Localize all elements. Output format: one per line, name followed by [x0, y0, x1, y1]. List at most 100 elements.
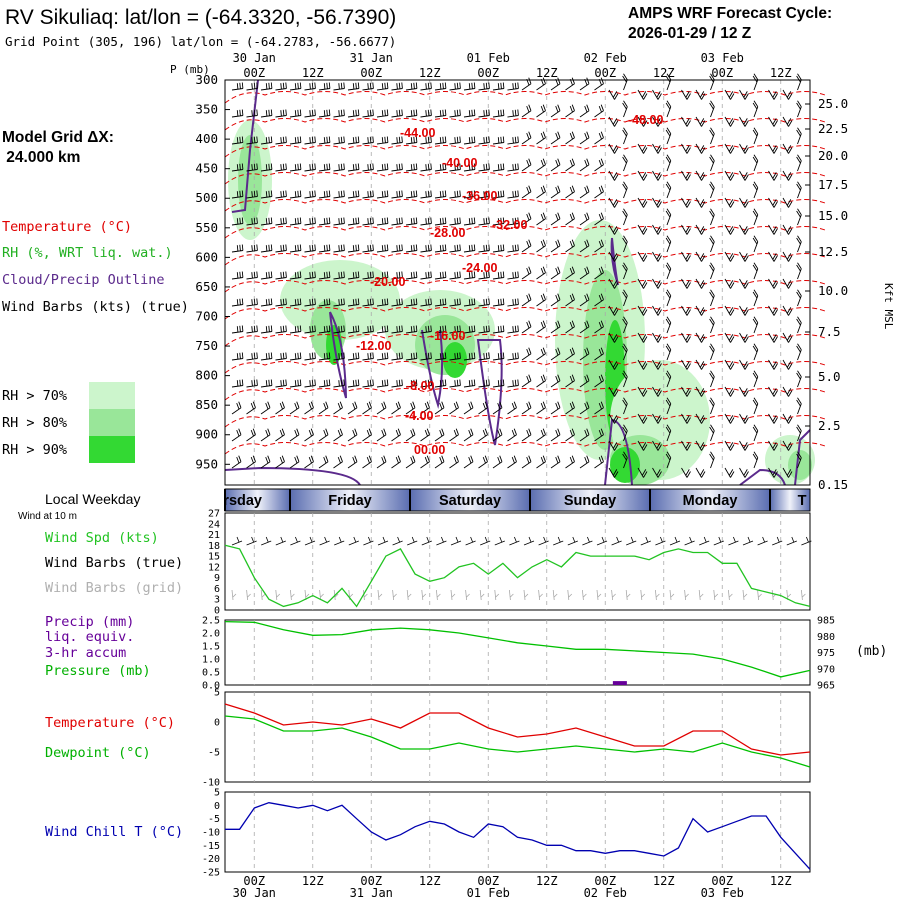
upper-wind-barb [565, 104, 575, 118]
upper-wind-barb [318, 401, 329, 415]
upper-wind-barb [376, 352, 389, 361]
upper-wind-barb [594, 185, 604, 199]
upper-wind-barb [681, 467, 691, 478]
upper-wind-barb [536, 239, 546, 253]
surface-wind-barb [772, 536, 783, 546]
upper-wind-barb [231, 379, 244, 388]
upper-wind-barb [695, 89, 706, 100]
upper-wind-barb [594, 212, 604, 226]
upper-wind-barb [492, 271, 505, 280]
temperature-contour [224, 145, 826, 158]
grid-wind-barb [640, 589, 646, 601]
upper-wind-barb [463, 244, 476, 253]
grid-wind-barb [421, 589, 427, 601]
pressure-tick: 900 [195, 427, 218, 442]
upper-wind-barb [492, 455, 503, 469]
upper-wind-barb [622, 424, 628, 442]
upper-wind-barb [695, 305, 706, 316]
upper-wind-barb [681, 278, 691, 289]
upper-wind-barb [231, 136, 244, 145]
upper-wind-barb [405, 109, 418, 118]
upper-wind-barb [709, 235, 715, 253]
upper-wind-barb [289, 109, 302, 118]
upper-wind-barb [231, 298, 244, 307]
upper-wind-barb [362, 379, 374, 388]
pressure-tick: 500 [195, 190, 218, 205]
upper-wind-barb [246, 136, 258, 145]
grid-wind-barb [611, 589, 616, 601]
upper-wind-barb [695, 278, 706, 289]
upper-wind-barb [333, 352, 345, 361]
temperature-contour [224, 253, 826, 266]
pressure-tick: 985 [817, 616, 835, 627]
upper-wind-barb [579, 185, 590, 199]
upper-wind-barb [260, 455, 271, 469]
upper-wind-barb [405, 271, 418, 280]
upper-wind-barb [376, 401, 387, 415]
upper-wind-barb [652, 143, 662, 154]
upper-wind-barb [391, 136, 403, 145]
upper-wind-barb [695, 359, 706, 370]
cloud-outline [421, 329, 444, 409]
upper-wind-barb [231, 428, 242, 442]
surface-wind-barb [231, 536, 243, 546]
surface-wind-barb [421, 536, 432, 546]
temperature-contour [224, 388, 826, 401]
upper-wind-barb [594, 266, 604, 280]
upper-wind-barb [608, 332, 619, 343]
upper-wind-barb [391, 352, 403, 361]
upper-wind-barb [246, 455, 256, 469]
upper-wind-barb [376, 109, 389, 118]
temperature-contour [224, 226, 826, 239]
upper-wind-barb [782, 143, 793, 154]
upper-wind-barb [463, 428, 474, 442]
upper-wind-barb [637, 278, 648, 289]
upper-wind-barb [565, 401, 575, 415]
upper-wind-barb [376, 455, 387, 469]
upper-wind-barb [405, 244, 418, 253]
upper-wind-barb [492, 379, 505, 388]
rh-fill-region [443, 342, 467, 378]
upper-wind-barb [260, 401, 271, 415]
upper-wind-barb [478, 244, 490, 253]
temperature-contour-label: -12.00 [356, 339, 391, 353]
height-tick: 0.15 [818, 477, 848, 492]
upper-wind-barb [260, 109, 273, 118]
bottom-date-tick: 02 Feb [584, 886, 627, 900]
upper-wind-barb [260, 428, 271, 442]
wind-chill-panel: 5 0 -5 -10 -15 -20 -25 [202, 788, 811, 879]
upper-wind-barb [347, 455, 358, 469]
upper-wind-barb [507, 109, 519, 118]
upper-wind-barb [478, 82, 490, 91]
upper-wind-barb [796, 451, 802, 469]
grid-wind-barb [509, 589, 514, 601]
upper-wind-barb [521, 266, 532, 280]
upper-wind-barb [318, 163, 331, 172]
wind-chill-tick: -10 [202, 828, 220, 839]
wind-chill-tick: -15 [202, 841, 220, 852]
upper-wind-barb [782, 413, 793, 424]
wind-speed-tick: 12 [208, 562, 220, 573]
upper-wind-barb [507, 428, 517, 442]
upper-wind-barb [376, 82, 389, 91]
wind-speed-tick: 18 [208, 541, 220, 552]
pressure-tick: 970 [817, 664, 835, 675]
upper-wind-barb [652, 467, 662, 478]
surface-wind-barb [669, 536, 681, 546]
weekday-frame [224, 488, 811, 512]
surface-wind-barb [363, 536, 374, 546]
upper-wind-barb [231, 82, 244, 91]
upper-wind-barb [231, 163, 244, 172]
rh-swatch-80 [89, 409, 135, 436]
upper-wind-barb [752, 235, 759, 253]
upper-wind-barb [347, 163, 360, 172]
upper-wind-barb [333, 455, 343, 469]
top-date-tick: 03 Feb [701, 51, 744, 65]
upper-wind-barb [347, 298, 360, 307]
upper-wind-barb [652, 278, 662, 289]
upper-wind-barb [681, 359, 691, 370]
precip-liq-label: liq. equiv. [45, 629, 134, 645]
upper-wind-barb [550, 185, 561, 199]
upper-wind-barb [622, 316, 628, 334]
upper-wind-barb [565, 212, 575, 226]
